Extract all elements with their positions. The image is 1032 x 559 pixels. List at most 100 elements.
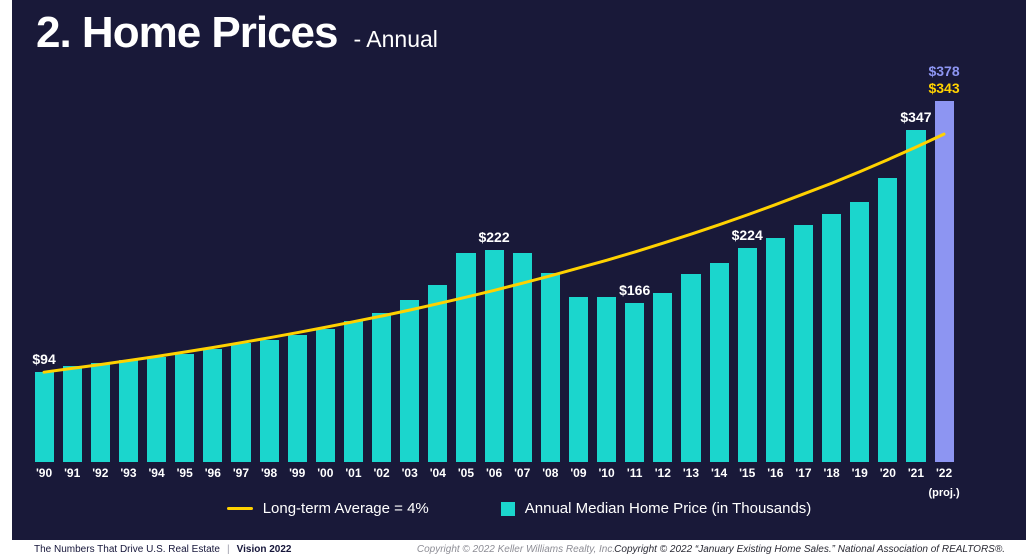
data-callout: $224 — [731, 226, 763, 243]
bar-column: '01 — [339, 94, 367, 482]
x-axis-label: '93 — [120, 466, 137, 480]
x-axis-label: '00 — [317, 466, 334, 480]
page-title: 2. Home Prices — [36, 8, 338, 57]
x-axis-label: '11 — [626, 466, 643, 480]
bar — [822, 214, 842, 462]
x-axis-label: '07 — [514, 466, 531, 480]
bar — [568, 296, 588, 462]
x-axis-label: '94 — [148, 466, 165, 480]
bar — [90, 362, 110, 462]
x-axis-label: '09 — [570, 466, 587, 480]
bar-column: '22 (proj.) $378 $343 — [928, 63, 959, 499]
bar-column: '06 $222 — [478, 94, 510, 482]
bar-column: '03 — [396, 94, 424, 482]
bar — [62, 366, 82, 462]
bar-column: '21 $347 — [900, 94, 932, 482]
bar — [118, 359, 138, 462]
x-axis-label: '95 — [176, 466, 193, 480]
x-axis-label: '16 — [767, 466, 784, 480]
legend-bar-swatch — [500, 501, 515, 516]
bar-column: '04 — [424, 94, 452, 482]
bar-column: '91 — [58, 94, 86, 482]
chart-panel: 2. Home Prices - Annual '90 $94'91'92'93 '… — [12, 0, 1026, 540]
projected-bar — [934, 100, 954, 462]
x-axis-label: '06 — [485, 466, 503, 480]
bar-column: '12 — [649, 94, 677, 482]
bar — [400, 299, 420, 462]
footer-copyright-kw: Copyright © 2022 Keller Williams Realty,… — [416, 544, 616, 555]
x-axis-label: '22 — [935, 466, 953, 480]
bar-column: '92 — [86, 94, 114, 482]
bar-column: '00 — [311, 94, 339, 482]
data-callout: $343 — [928, 79, 960, 96]
bar-column: '11 $166 — [619, 94, 651, 482]
x-axis-label: '19 — [851, 466, 868, 480]
footer-left: The Numbers That Drive U.S. Real Estate |… — [34, 544, 291, 555]
bar — [147, 356, 167, 462]
bar-column: '16 — [761, 94, 789, 482]
bar-column: '95 — [171, 94, 199, 482]
bar — [203, 349, 223, 462]
bar — [315, 329, 335, 462]
bar — [765, 238, 785, 462]
bar — [175, 354, 195, 462]
bar-column: '97 — [227, 94, 255, 482]
bar — [343, 320, 363, 462]
x-axis-label: '03 — [401, 466, 418, 480]
x-axis-label: '13 — [682, 466, 700, 480]
data-callout: $222 — [478, 228, 510, 245]
x-axis-label: '99 — [289, 466, 306, 480]
x-axis-label: '02 — [373, 466, 390, 480]
bar-column: '05 — [452, 94, 480, 482]
bar — [906, 130, 926, 462]
bar — [34, 372, 54, 462]
bar-column: '90 $94 — [30, 94, 58, 482]
x-axis-label: '15 — [739, 466, 756, 480]
bar-column: '93 — [114, 94, 142, 482]
bar-chart: '90 $94 '91 '92 '93 '94 '95 '96 '97 '98 '99 '00 '01 '… — [30, 63, 959, 499]
bar-column: '02 — [368, 94, 396, 482]
bar-column: '20 — [874, 94, 902, 482]
bar-column: '98 — [255, 94, 283, 482]
bar-column: '08 — [536, 94, 564, 482]
bar — [456, 252, 476, 462]
data-callout: $378 — [928, 62, 960, 79]
bar — [653, 292, 673, 462]
bar-column: '14 — [705, 94, 733, 482]
bar-column: '10 — [593, 94, 621, 482]
bar-column: '19 — [846, 94, 874, 482]
x-axis-label: '90 — [35, 466, 53, 480]
footer-separator: | — [227, 544, 230, 555]
bar-column: '17 — [789, 94, 817, 482]
bar — [597, 296, 617, 462]
x-axis-label: '96 — [204, 466, 221, 480]
title-block: 2. Home Prices - Annual — [36, 8, 438, 58]
data-callout: $347 — [900, 109, 932, 126]
projected-note: (proj.) — [928, 487, 960, 499]
x-axis-label: '10 — [598, 466, 615, 480]
page-subtitle: - Annual — [353, 26, 438, 52]
legend-line-label: Long-term Average = 4% — [262, 500, 429, 517]
x-axis-label: '01 — [345, 466, 362, 480]
legend-item-bar: Annual Median Home Price (in Thousands) — [500, 500, 812, 517]
bar-column: '13 — [677, 94, 705, 482]
footer-vision-label: Vision 2022 — [236, 544, 292, 555]
bar — [793, 224, 813, 462]
bar-column: '07 — [508, 94, 536, 482]
x-axis-label: '17 — [795, 466, 812, 480]
bar — [625, 303, 645, 462]
bar-column: '18 — [818, 94, 846, 482]
bar — [540, 272, 560, 462]
bar — [428, 285, 448, 462]
bar — [709, 263, 729, 462]
x-axis-label: '97 — [232, 466, 250, 480]
bar — [737, 247, 757, 462]
footer: The Numbers That Drive U.S. Real Estate |… — [0, 540, 1032, 559]
x-axis-label: '04 — [429, 466, 446, 480]
bar — [372, 312, 392, 462]
x-axis-label: '08 — [542, 466, 559, 480]
legend-bar-label: Annual Median Home Price (in Thousands) — [524, 500, 812, 517]
x-axis-label: '12 — [654, 466, 671, 480]
data-callout: $166 — [619, 282, 651, 299]
